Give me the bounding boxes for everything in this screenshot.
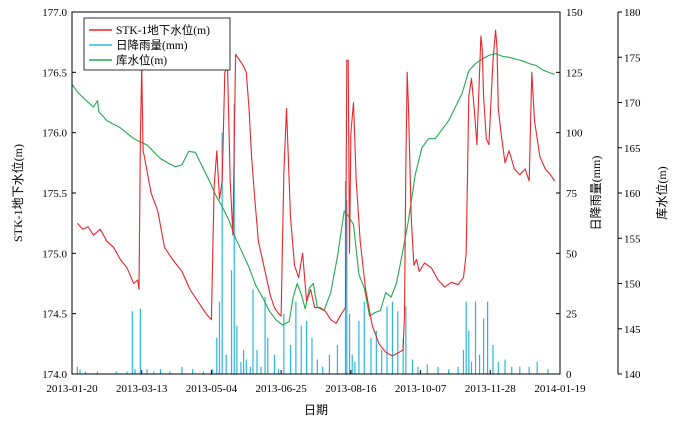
groundwater-level-line [76,29,556,357]
x-tick-label: 2013-10-07 [395,383,447,395]
y-right2-tick-label: 175 [624,52,641,64]
y-right-tick-label: 75 [566,188,578,200]
y-right2-tick-label: 180 [624,7,641,19]
y-left-tick-label: 177.0 [42,7,67,19]
y-right2-axis-title: 库水位(m) [654,166,669,219]
x-tick-label: 2013-11-28 [465,383,516,395]
y-left-tick-label: 174.0 [42,369,67,381]
y-right2-tick-label: 165 [624,143,641,155]
x-axis-title: 日期 [304,403,328,417]
y-right2-tick-label: 155 [624,233,641,245]
y-right2-tick-label: 140 [624,369,641,381]
y-right2-tick-label: 145 [624,324,641,336]
y-right-tick-label: 150 [566,7,583,19]
x-tick-label: 2013-06-25 [255,383,307,395]
x-tick-label: 2013-08-16 [325,383,377,395]
y-left-tick-label: 174.5 [42,309,67,321]
y-left-tick-label: 176.5 [42,67,67,79]
y-right-axis-title: 日降雨量(mm) [589,156,603,231]
y-right-tick-label: 50 [566,248,578,260]
legend-label-rainfall: 日降雨量(mm) [116,38,188,52]
y-left-tick-label: 175.0 [42,248,67,260]
y-left-axis-title: STK-1地下水位(m) [10,144,25,242]
y-right-tick-label: 125 [566,67,583,79]
y-left-tick-label: 175.5 [42,188,67,200]
series-lines [71,29,556,357]
y-right-tick-label: 25 [566,309,578,321]
y-right2-tick-label: 160 [624,188,641,200]
y-right2-tick-label: 170 [624,98,641,110]
reservoir-level-line [71,53,555,326]
legend-box [83,17,231,71]
y-right-tick-label: 0 [566,369,572,381]
x-tick-label: 2013-01-20 [46,383,98,395]
x-tick-label: 2014-01-19 [534,383,586,395]
legend-label-reservoir: 库水位(m) [116,53,167,67]
y-left-tick-label: 176.0 [42,128,67,140]
legend: STK-1地下水位(m) 日降雨量(mm) 库水位(m) [83,17,231,71]
y-right-tick-label: 100 [566,128,583,140]
y-right2-tick-label: 150 [624,279,641,291]
axes: 2013-01-20 2013-03-13 2013-05-04 2013-06-25… [42,7,641,395]
x-tick-label: 2013-05-04 [186,383,238,395]
legend-label-groundwater: STK-1地下水位(m) [116,23,210,37]
x-tick-label: 2013-03-13 [116,383,168,395]
